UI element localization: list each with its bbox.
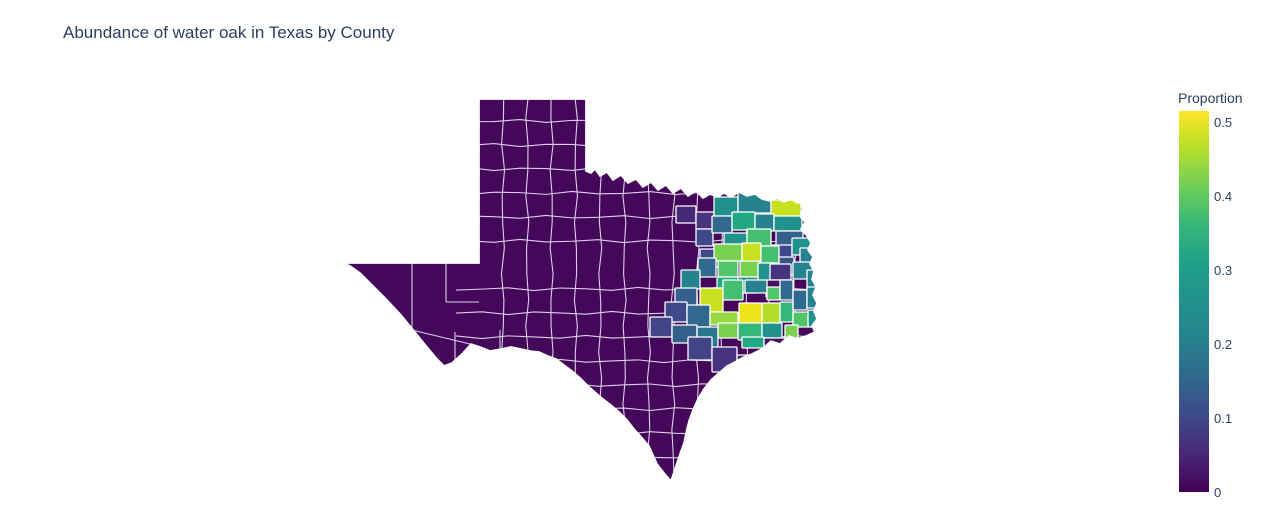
texas-outline-stroke xyxy=(342,98,818,483)
colorbar-tick-label: 0.1 xyxy=(1214,410,1233,426)
chart-title: Abundance of water oak in Texas by Count… xyxy=(63,23,395,42)
colorbar-tick-label: 0 xyxy=(1214,484,1222,500)
colorbar-tick-label: 0.3 xyxy=(1214,262,1233,278)
county-shape[interactable] xyxy=(739,377,763,393)
county-shape[interactable] xyxy=(766,286,781,301)
county-shape[interactable] xyxy=(741,242,762,264)
colorbar-title: Proportion xyxy=(1178,90,1243,106)
county-shape[interactable] xyxy=(695,228,714,247)
colorbar-tick-label: 0.2 xyxy=(1214,336,1233,352)
county-shape[interactable] xyxy=(741,336,765,349)
county-shape[interactable] xyxy=(717,260,739,278)
county-shape[interactable] xyxy=(779,279,794,301)
texas-county-map[interactable] xyxy=(330,85,830,495)
county-shape[interactable] xyxy=(680,269,701,290)
county-shape[interactable] xyxy=(697,257,717,278)
county-shape[interactable] xyxy=(731,211,756,231)
county-shape[interactable] xyxy=(739,260,761,278)
county-shape[interactable] xyxy=(687,336,713,361)
county-shape[interactable] xyxy=(722,279,744,301)
colorbar-tick-label: 0.5 xyxy=(1214,115,1233,131)
county-shape[interactable] xyxy=(649,316,673,338)
county-shape[interactable] xyxy=(744,279,768,294)
county-shape[interactable] xyxy=(695,211,715,230)
colorbar-gradient xyxy=(1179,111,1209,492)
county-shape[interactable] xyxy=(711,215,733,234)
county-shape[interactable] xyxy=(713,243,743,262)
county-shape[interactable] xyxy=(773,215,803,232)
county-shape[interactable] xyxy=(769,263,792,281)
county-shape[interactable] xyxy=(784,324,799,339)
county-shape[interactable] xyxy=(761,302,781,324)
county-shape[interactable] xyxy=(760,245,780,264)
county-shape[interactable] xyxy=(761,322,783,339)
county-shape[interactable] xyxy=(686,304,711,328)
map-svg[interactable] xyxy=(330,85,830,495)
county-shape[interactable] xyxy=(717,322,739,339)
colorbar-tick-label: 0.4 xyxy=(1214,189,1233,205)
county-shape[interactable] xyxy=(779,301,794,323)
county-shape[interactable] xyxy=(738,302,763,324)
county-shape[interactable] xyxy=(792,289,808,311)
county-shape[interactable] xyxy=(675,205,697,224)
county-shape[interactable] xyxy=(737,191,772,214)
